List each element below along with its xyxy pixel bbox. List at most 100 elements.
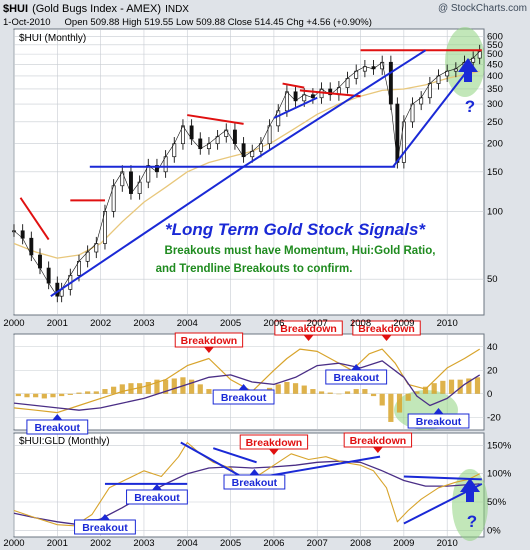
ratio-trendline (212, 447, 257, 464)
x-tick-label-ratio: 2000 (3, 538, 24, 549)
header-line1: $HUI (Gold Bugs Index - AMEX) INDX (3, 3, 189, 15)
breakout-label-pointer-icon (249, 469, 260, 475)
breakdown-label-pointer-icon (268, 449, 279, 455)
y-tick-label-price: 350 (487, 84, 503, 95)
trendlines (19, 49, 483, 525)
ratio-panel-title: $HUI:GLD (Monthly) (19, 436, 110, 447)
x-tick-label-ratio: 2002 (90, 538, 111, 549)
breakout-label-pointer-icon (52, 414, 63, 420)
x-tick-label-ratio: 2007 (307, 538, 328, 549)
y-tick-label-price: 150 (487, 167, 503, 178)
momentum-histogram-bar (145, 382, 151, 394)
momentum-histogram-bar (171, 378, 177, 394)
y-tick-label-momentum: 0 (487, 389, 492, 400)
momentum-histogram-bar (59, 393, 65, 397)
y-tick-label-price: 50 (487, 274, 498, 285)
momentum-histogram-bar (422, 386, 429, 394)
x-tick-label-ratio: 2005 (220, 538, 241, 549)
momentum-histogram-bar (111, 386, 117, 394)
highlight-ratio (452, 469, 488, 541)
momentum-histogram-bar (414, 391, 420, 394)
x-tick-label-price: 2000 (3, 318, 24, 329)
x-tick-label-ratio: 2004 (177, 538, 198, 549)
breakdown-label: Breakdown (358, 323, 415, 335)
breakout-label: Breakout (134, 492, 180, 504)
x-tick-label-price: 2006 (263, 318, 284, 329)
y-tick-label-price: 600 (487, 31, 503, 42)
breakdown-label-pointer-icon (203, 347, 214, 353)
x-tick-label-ratio: 2001 (47, 538, 68, 549)
y-tick-label-momentum: 20 (487, 365, 498, 376)
tick-labels: 2000200020012001200220022003200320042004… (3, 31, 511, 549)
x-tick-label-price: 2004 (177, 318, 198, 329)
x-tick-label-price: 2008 (350, 318, 371, 329)
x-tick-label-price: 2009 (393, 318, 414, 329)
grid (13, 30, 484, 536)
up-arrow-icon-ratio (460, 478, 480, 502)
price-trendline (273, 96, 318, 119)
watermark: @ StockCharts.com (438, 3, 527, 14)
y-tick-label-price: 200 (487, 139, 503, 150)
question-mark-price: ? (465, 97, 475, 116)
momentum-histogram-bar (318, 391, 325, 394)
momentum-histogram-bar (275, 384, 281, 394)
momentum-histogram-bar (388, 393, 394, 422)
breakdown-label-pointer-icon (303, 335, 314, 341)
momentum-histogram-bar (93, 391, 99, 394)
y-tick-label-price: 550 (487, 40, 503, 51)
momentum-histogram-bar (336, 393, 342, 395)
breakdown-label: Breakdown (181, 335, 238, 347)
y-tick-label-price: 500 (487, 49, 503, 60)
momentum-histogram-bar (284, 382, 290, 394)
momentum-histogram-bar (370, 393, 377, 397)
x-tick-label-ratio: 2003 (133, 538, 154, 549)
momentum-histogram-bar (119, 384, 125, 394)
momentum-slow-line (13, 360, 481, 411)
x-tick-label-ratio: 2010 (437, 538, 458, 549)
main-title: *Long Term Gold Stock Signals* (165, 220, 426, 239)
breakout-label-pointer-icon (151, 484, 162, 490)
subtitle-line2: and Trendline Breakouts to confirm. (156, 263, 353, 275)
momentum-histogram-bar (41, 393, 47, 399)
momentum-histogram-bar (440, 380, 446, 394)
x-tick-label-price: 2010 (437, 318, 458, 329)
momentum-histogram-bar (405, 393, 411, 401)
y-tick-label-price: 250 (487, 117, 503, 128)
momentum-histogram-bar (128, 383, 134, 394)
breakout-label-pointer-icon (99, 514, 110, 520)
momentum-histogram-bar (396, 393, 403, 413)
momentum-histogram-bar (466, 378, 472, 394)
breakout-label-pointer-icon (351, 364, 362, 370)
breakdown-label: Breakdown (280, 323, 337, 335)
y-tick-label-price: 300 (487, 99, 503, 110)
price-candle (12, 230, 16, 233)
price-moving-average-line (13, 70, 480, 259)
momentum-histogram-bar (15, 393, 21, 397)
momentum-histogram-bar (85, 391, 91, 394)
momentum-histogram-bar (189, 379, 195, 394)
price-trendline (50, 165, 245, 298)
momentum-histogram-bar (474, 377, 481, 394)
breakdown-label-pointer-icon (381, 335, 392, 341)
y-tick-label-price: 100 (487, 206, 503, 217)
x-tick-label-price: 2007 (307, 318, 328, 329)
breakout-label: Breakout (416, 416, 462, 428)
y-tick-label-momentum: 40 (487, 342, 498, 353)
momentum-histogram-bar (353, 389, 359, 394)
y-tick-label-ratio: 100% (487, 469, 512, 480)
price-line (13, 51, 480, 297)
momentum-histogram-bar (327, 392, 333, 394)
up-arrow-icon-price (458, 58, 478, 82)
breakdown-label: Breakdown (246, 437, 303, 449)
y-tick-label-price: 400 (487, 71, 503, 82)
price-trendline (392, 68, 470, 168)
momentum-histogram-bar (379, 393, 385, 406)
breakout-label: Breakout (232, 477, 278, 489)
momentum-histogram-bar (33, 393, 39, 398)
y-tick-label-ratio: 150% (487, 440, 512, 451)
momentum-histogram-bar (50, 393, 56, 398)
x-tick-label-ratio: 2006 (263, 538, 284, 549)
momentum-histogram-bar (24, 393, 30, 398)
breakdown-label-pointer-icon (372, 447, 383, 453)
